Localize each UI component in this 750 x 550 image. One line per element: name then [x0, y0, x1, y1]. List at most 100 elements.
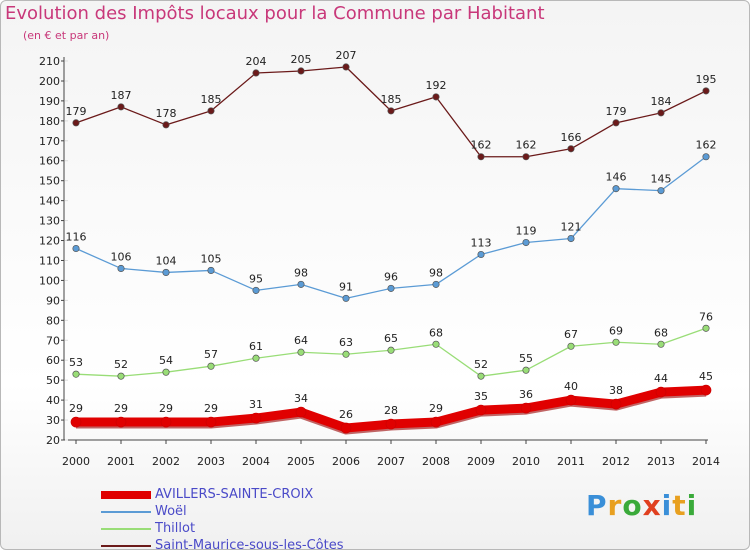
- data-label: 28: [384, 404, 398, 417]
- data-point: [295, 406, 307, 418]
- y-tick-label: 110: [39, 254, 60, 267]
- data-point: [387, 107, 395, 115]
- data-point: [72, 370, 80, 378]
- data-label: 52: [474, 358, 488, 371]
- y-tick-label: 100: [39, 274, 60, 287]
- data-label: 146: [606, 171, 627, 184]
- y-tick-label: 70: [46, 334, 60, 347]
- y-tick-label: 90: [46, 294, 60, 307]
- data-label: 105: [201, 252, 222, 265]
- data-point: [522, 238, 530, 247]
- y-tick-label: 30: [46, 414, 60, 427]
- x-tick-label: 2007: [377, 455, 405, 468]
- data-label: 113: [471, 236, 492, 249]
- data-label: 34: [294, 392, 308, 405]
- data-label: 192: [426, 79, 447, 92]
- y-tick-label: 140: [39, 195, 60, 208]
- x-tick-label: 2012: [602, 455, 630, 468]
- y-tick-label: 40: [46, 394, 60, 407]
- data-point: [477, 153, 485, 161]
- data-point: [207, 107, 215, 115]
- data-label: 44: [654, 372, 668, 385]
- legend: AVILLERS-SAINTE-CROIX Woël Thillot Saint-Ma…: [101, 487, 401, 550]
- y-tick-label: 210: [39, 55, 60, 68]
- x-tick-label: 2006: [332, 455, 360, 468]
- data-point: [522, 153, 530, 161]
- data-label: 29: [204, 402, 218, 415]
- data-point: [702, 153, 710, 161]
- x-tick-label: 2004: [242, 455, 270, 468]
- legend-swatch: [101, 511, 151, 513]
- data-label: 29: [159, 402, 173, 415]
- logo-letter: t: [672, 489, 687, 522]
- data-label: 96: [384, 270, 398, 283]
- data-label: 68: [654, 326, 668, 339]
- data-label: 187: [111, 89, 132, 102]
- y-tick-label: 200: [39, 75, 60, 88]
- data-point: [387, 284, 395, 292]
- legend-swatch: [101, 528, 151, 530]
- data-point: [297, 348, 305, 356]
- data-point: [162, 268, 170, 276]
- data-point: [477, 372, 485, 380]
- data-point: [252, 286, 260, 294]
- legend-label: Thillot: [155, 521, 196, 536]
- data-point: [252, 69, 260, 77]
- data-label: 106: [111, 250, 132, 263]
- legend-swatch: [101, 545, 151, 547]
- data-label: 204: [246, 55, 267, 68]
- data-point: [612, 185, 620, 193]
- data-label: 45: [699, 370, 713, 383]
- y-tick-label: 130: [39, 215, 60, 228]
- data-label: 162: [696, 139, 717, 152]
- data-point: [700, 384, 712, 396]
- y-tick-label: 160: [39, 155, 60, 168]
- legend-item: Woël: [101, 504, 401, 521]
- data-label: 38: [609, 384, 623, 397]
- data-point: [655, 386, 667, 398]
- data-label: 98: [294, 266, 308, 279]
- data-label: 185: [381, 93, 402, 106]
- data-point: [430, 416, 442, 428]
- data-point: [657, 340, 665, 348]
- x-tick-label: 2008: [422, 455, 450, 468]
- x-tick-label: 2010: [512, 455, 540, 468]
- data-point: [567, 145, 575, 153]
- y-tick-label: 120: [39, 235, 60, 248]
- x-tick-label: 2003: [197, 455, 225, 468]
- y-tick-label: 60: [46, 354, 60, 367]
- data-label: 61: [249, 340, 263, 353]
- data-point: [522, 366, 530, 374]
- x-tick-label: 2014: [692, 455, 720, 468]
- data-label: 179: [606, 105, 627, 118]
- data-point: [612, 338, 620, 346]
- data-point: [162, 368, 170, 376]
- data-label: 119: [516, 225, 537, 238]
- data-label: 98: [429, 266, 443, 279]
- data-label: 121: [561, 221, 582, 234]
- data-point: [117, 264, 125, 273]
- logo-letter: o: [622, 489, 643, 522]
- data-label: 205: [291, 53, 312, 66]
- data-label: 69: [609, 324, 623, 337]
- legend-label: Saint-Maurice-sous-les-Côtes: [155, 538, 344, 550]
- data-point: [657, 109, 665, 117]
- data-point: [432, 280, 440, 288]
- y-tick-label: 170: [39, 135, 60, 148]
- data-label: 57: [204, 348, 218, 361]
- data-point: [70, 416, 82, 428]
- data-label: 195: [696, 73, 717, 86]
- legend-item: Saint-Maurice-sous-les-Côtes: [101, 538, 401, 550]
- data-point: [657, 187, 665, 195]
- data-label: 26: [339, 408, 353, 421]
- data-label: 54: [159, 354, 173, 367]
- data-point: [702, 87, 710, 95]
- data-point: [340, 422, 352, 434]
- x-tick-label: 2011: [557, 455, 585, 468]
- x-tick-label: 2002: [152, 455, 180, 468]
- legend-item: AVILLERS-SAINTE-CROIX: [101, 487, 401, 504]
- data-label: 52: [114, 358, 128, 371]
- data-point: [475, 404, 487, 416]
- x-tick-label: 2005: [287, 455, 315, 468]
